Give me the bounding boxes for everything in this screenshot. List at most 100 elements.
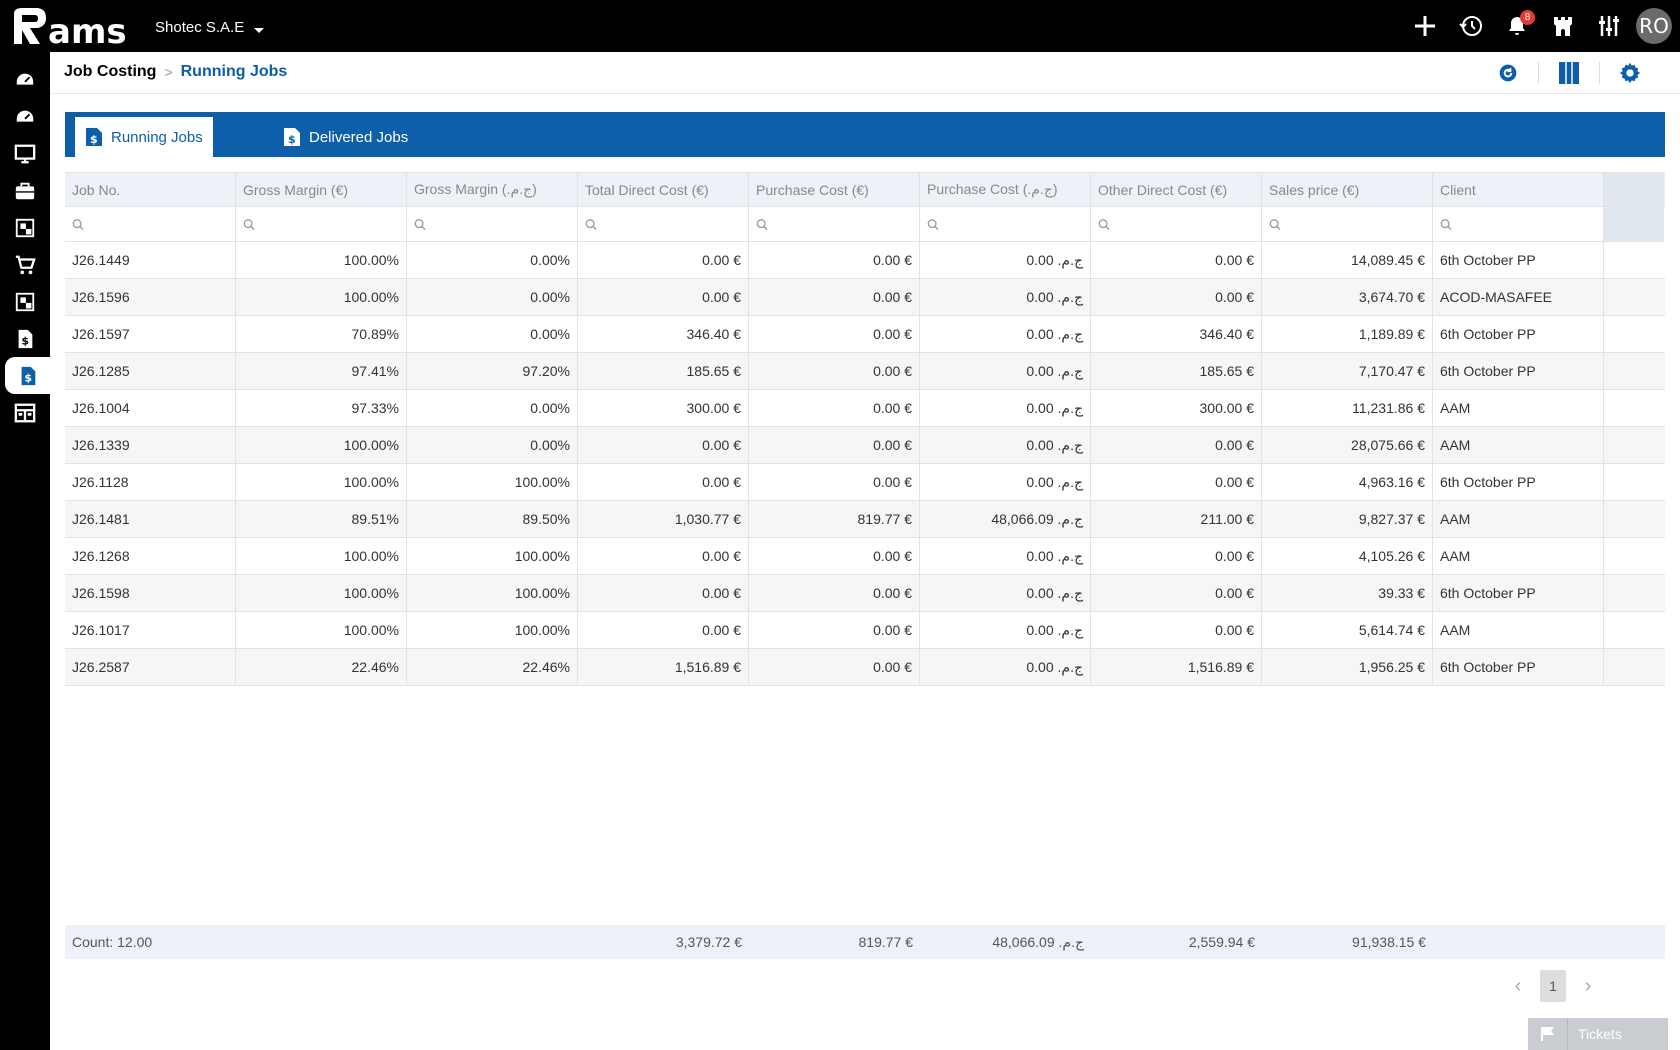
castle-button[interactable] bbox=[1540, 0, 1586, 52]
settings-button[interactable] bbox=[1610, 58, 1650, 88]
cell-client: 6th October PP bbox=[1433, 316, 1604, 352]
filter-cell-empty bbox=[1604, 207, 1664, 241]
summary-purchase-cost-egp: ج.م. 48,066.09 bbox=[992, 933, 1084, 950]
cell-gross-margin-eur: 89.51% bbox=[236, 501, 407, 537]
sidebar-item-briefcase[interactable] bbox=[0, 172, 50, 209]
table-row[interactable]: J26.1598 100.00% 100.00% 0.00 €0.00 € ج.م. 0… bbox=[65, 575, 1665, 612]
sidebar-item-job-costing[interactable]: $ bbox=[5, 357, 50, 394]
cell-gross-margin-egp: 22.46% bbox=[407, 649, 578, 685]
cell-client: 6th October PP bbox=[1433, 242, 1604, 278]
cell-gross-margin-eur: 97.41% bbox=[236, 353, 407, 389]
notifications-button[interactable]: 8 bbox=[1494, 0, 1540, 52]
dollar-document-icon: $ bbox=[18, 329, 33, 348]
sidebar-item-monitor[interactable] bbox=[0, 135, 50, 172]
notification-badge: 8 bbox=[1520, 10, 1535, 25]
tab-delivered-jobs[interactable]: $ Delivered Jobs bbox=[273, 117, 418, 157]
sidebar-item-files[interactable] bbox=[0, 283, 50, 320]
filter-cell-other-direct-cost[interactable] bbox=[1091, 207, 1262, 241]
column-header-gross-margin-eur[interactable]: Gross Margin (€) bbox=[236, 173, 407, 206]
cell-client: 6th October PP bbox=[1433, 353, 1604, 389]
prev-page-icon[interactable]: ‹ bbox=[1514, 974, 1522, 997]
column-header-other-direct-cost[interactable]: Other Direct Cost (€) bbox=[1091, 173, 1262, 206]
columns-button[interactable] bbox=[1549, 58, 1589, 88]
sidebar-item-cart[interactable] bbox=[0, 246, 50, 283]
breadcrumb-root[interactable]: Job Costing bbox=[64, 63, 157, 80]
table-row[interactable]: J26.1268 100.00% 100.00% 0.00 €0.00 € ج.م. 0… bbox=[65, 538, 1665, 575]
filter-cell-gross-margin-egp[interactable] bbox=[407, 207, 578, 241]
briefcase-icon bbox=[15, 182, 35, 199]
filter-cell-gross-margin-eur[interactable] bbox=[236, 207, 407, 241]
app-logo[interactable]: ams bbox=[10, 4, 135, 48]
table-row[interactable]: J26.1285 97.41% 97.20% 185.65 €0.00 € ج.م. 0… bbox=[65, 353, 1665, 390]
filter-cell-purchase-cost-egp[interactable] bbox=[920, 207, 1091, 241]
cell-gross-margin-eur: 100.00% bbox=[236, 279, 407, 315]
sidebar-item-dashboard[interactable] bbox=[0, 61, 50, 98]
cell-total-direct-cost: 346.40 € bbox=[578, 316, 749, 352]
sidebar-item-dashboard-2[interactable] bbox=[0, 98, 50, 135]
sidebar: $ $ bbox=[0, 52, 50, 1050]
column-header-client[interactable]: Client bbox=[1433, 173, 1604, 206]
column-header-sales-price[interactable]: Sales price (€) bbox=[1262, 173, 1433, 206]
next-page-icon[interactable]: › bbox=[1584, 974, 1592, 997]
history-icon bbox=[1459, 16, 1482, 36]
filter-cell-sales-price[interactable] bbox=[1262, 207, 1433, 241]
table-row[interactable]: J26.1449 100.00% 0.00% 0.00 €0.00 € ج.م. 0.0… bbox=[65, 242, 1665, 279]
search-icon bbox=[1098, 218, 1110, 230]
table-row[interactable]: J26.1339 100.00% 0.00% 0.00 €0.00 € ج.م. 0.0… bbox=[65, 427, 1665, 464]
column-header-purchase-cost-egp[interactable]: Purchase Cost (.ج.م) bbox=[920, 173, 1091, 206]
tab-running-jobs[interactable]: $ Running Jobs bbox=[75, 117, 213, 157]
reports-icon bbox=[14, 403, 36, 422]
history-button[interactable] bbox=[1448, 0, 1494, 52]
column-header-gross-margin-egp[interactable]: Gross Margin (.ج.م) bbox=[407, 173, 578, 206]
cell-sales-price: 28,075.66 € bbox=[1262, 427, 1433, 463]
company-selector[interactable]: Shotec S.A.E bbox=[155, 19, 265, 36]
filter-input-purchase-cost-egp[interactable] bbox=[938, 216, 1083, 232]
filter-cell-total-direct-cost[interactable] bbox=[578, 207, 749, 241]
filter-cell-client[interactable] bbox=[1433, 207, 1604, 241]
table-row[interactable]: J26.1481 89.51% 89.50% 1,030.77 €819.77 € ج.… bbox=[65, 501, 1665, 538]
filter-input-other-direct-cost[interactable] bbox=[1109, 216, 1254, 232]
cell-other-direct-cost: 0.00 € bbox=[1091, 612, 1262, 648]
cell-gross-margin-eur: 100.00% bbox=[236, 242, 407, 278]
cell-purchase-cost-eur: 0.00 € bbox=[749, 649, 920, 685]
filter-input-job-no[interactable] bbox=[83, 216, 228, 232]
filter-input-gross-margin-egp[interactable] bbox=[425, 216, 570, 232]
column-header-total-direct-cost[interactable]: Total Direct Cost (€) bbox=[578, 173, 749, 206]
table-row[interactable]: J26.1017 100.00% 100.00% 0.00 €0.00 € ج.م. 0… bbox=[65, 612, 1665, 649]
cell-total-direct-cost: 1,030.77 € bbox=[578, 501, 749, 537]
files-icon bbox=[15, 292, 35, 311]
user-avatar[interactable]: RO bbox=[1636, 8, 1672, 44]
tickets-button[interactable]: Tickets bbox=[1528, 1018, 1668, 1050]
filter-cell-job-no[interactable] bbox=[65, 207, 236, 241]
table-row[interactable]: J26.1004 97.33% 0.00% 300.00 €0.00 € ج.م. 0.… bbox=[65, 390, 1665, 427]
table-row[interactable]: J26.2587 22.46% 22.46% 1,516.89 €0.00 € ج.م.… bbox=[65, 649, 1665, 686]
gauge-icon bbox=[14, 71, 36, 86]
filter-cell-purchase-cost-eur[interactable] bbox=[749, 207, 920, 241]
settings-sliders-button[interactable] bbox=[1586, 0, 1632, 52]
table-row[interactable]: J26.1596 100.00% 0.00% 0.00 €0.00 € ج.م. 0.0… bbox=[65, 279, 1665, 316]
filter-input-purchase-cost-eur[interactable] bbox=[767, 216, 912, 232]
column-header-job-no[interactable]: Job No. bbox=[65, 173, 236, 206]
filter-input-client[interactable] bbox=[1451, 216, 1596, 232]
cell-client: 6th October PP bbox=[1433, 464, 1604, 500]
cell-total-direct-cost: 0.00 € bbox=[578, 242, 749, 278]
table-row[interactable]: J26.1597 70.89% 0.00% 346.40 €0.00 € ج.م. 0.… bbox=[65, 316, 1665, 353]
cell-purchase-cost-eur: 819.77 € bbox=[749, 501, 920, 537]
cell-sales-price: 5,614.74 € bbox=[1262, 612, 1433, 648]
add-button[interactable] bbox=[1402, 0, 1448, 52]
sidebar-item-documents[interactable] bbox=[0, 209, 50, 246]
filter-input-total-direct-cost[interactable] bbox=[596, 216, 741, 232]
cell-empty bbox=[1604, 612, 1664, 648]
cell-purchase-cost-egp: ج.م. 48,066.09 bbox=[920, 501, 1091, 537]
page-button[interactable]: 1 bbox=[1540, 970, 1566, 1002]
refresh-button[interactable] bbox=[1488, 58, 1528, 88]
sidebar-item-invoice[interactable]: $ bbox=[0, 320, 50, 357]
cell-job-no: J26.1339 bbox=[65, 427, 236, 463]
cell-empty bbox=[1604, 538, 1664, 574]
cell-empty bbox=[1604, 427, 1664, 463]
filter-input-sales-price[interactable] bbox=[1280, 216, 1425, 232]
column-header-purchase-cost-eur[interactable]: Purchase Cost (€) bbox=[749, 173, 920, 206]
filter-input-gross-margin-eur[interactable] bbox=[254, 216, 399, 232]
table-row[interactable]: J26.1128 100.00% 100.00% 0.00 €0.00 € ج.م. 0… bbox=[65, 464, 1665, 501]
sidebar-item-reports[interactable] bbox=[0, 394, 50, 431]
